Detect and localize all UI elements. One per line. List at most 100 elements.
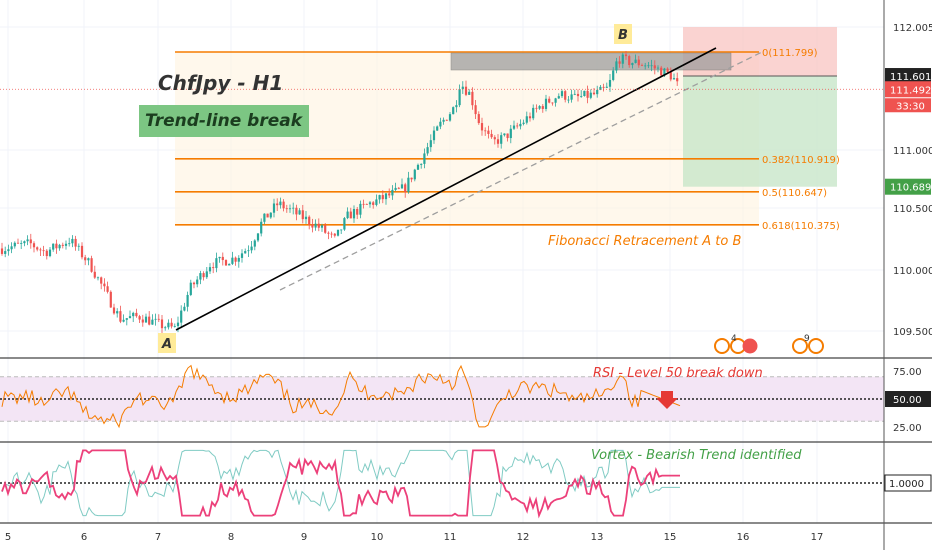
candle <box>381 190 384 204</box>
candle <box>340 229 343 234</box>
candle-body <box>557 96 560 99</box>
candle-body <box>148 316 151 325</box>
candle <box>77 243 80 251</box>
price-axis[interactable]: 112.005 111.000 110.500 110.000 109.500 111.6… <box>885 23 932 338</box>
candle-body <box>634 59 637 63</box>
candle <box>378 194 381 204</box>
time-axis[interactable]: 5 6 7 8 9 10 11 12 13 15 16 17 <box>5 532 824 543</box>
candle <box>100 276 103 290</box>
price-tick-label: 110.500 <box>893 204 932 215</box>
candle <box>90 255 93 273</box>
candle <box>426 142 429 156</box>
event-badge-9[interactable]: 9 <box>792 334 824 354</box>
candle <box>247 245 250 257</box>
candle <box>189 279 192 297</box>
rsi-tick-label: 50.00 <box>893 395 922 406</box>
candle <box>42 245 45 257</box>
candle-body <box>32 243 36 248</box>
candle <box>256 232 260 243</box>
candle-body <box>618 61 621 64</box>
candle-body <box>500 135 503 144</box>
candle-body <box>669 72 672 80</box>
candle-body <box>608 79 612 87</box>
candle <box>138 314 141 323</box>
candle-body <box>87 258 90 261</box>
candle-body <box>330 233 333 235</box>
candle-body <box>554 98 557 103</box>
price-tick-label: 112.005 <box>893 23 932 34</box>
candle-body <box>596 89 599 95</box>
candle-body <box>647 65 650 67</box>
candle-body <box>448 114 452 121</box>
candle <box>413 168 416 182</box>
candle <box>656 65 660 73</box>
candle-body <box>237 257 240 262</box>
candle <box>496 134 500 148</box>
candle <box>420 163 423 169</box>
candle <box>202 271 205 281</box>
candle <box>416 163 420 171</box>
candle-body <box>528 116 532 119</box>
candle-body <box>509 128 512 139</box>
candle-body <box>496 139 500 144</box>
time-tick-label: 16 <box>737 532 750 543</box>
candle-body <box>45 250 48 257</box>
candle-body <box>100 277 103 284</box>
candle <box>192 281 196 289</box>
candle-body <box>512 125 516 129</box>
candles <box>0 51 679 334</box>
candle-body <box>260 221 263 234</box>
candle-body <box>96 277 100 279</box>
candle-body <box>170 322 173 327</box>
candle-body <box>58 244 61 249</box>
candle-body <box>464 86 468 95</box>
candle-body <box>416 164 420 170</box>
candle-body <box>61 244 64 246</box>
candle <box>285 204 288 213</box>
candle-body <box>548 98 551 103</box>
candle-body <box>199 273 202 280</box>
candle-body <box>640 65 644 67</box>
candle <box>80 242 84 260</box>
vortex-label: Vortex - Bearish Trend identified <box>591 448 802 463</box>
candle <box>650 59 653 72</box>
fib-zone-fill <box>175 51 759 225</box>
candle <box>548 96 551 104</box>
candle-body <box>266 213 269 218</box>
candle <box>336 229 340 237</box>
event-badge-4[interactable]: 4 <box>714 334 758 354</box>
candle-body <box>525 116 528 123</box>
candle-body <box>128 316 132 319</box>
candle <box>13 241 16 249</box>
candle-body <box>484 130 487 132</box>
time-tick-label: 13 <box>591 532 604 543</box>
candle-body <box>381 195 384 200</box>
candle <box>263 213 266 225</box>
candle <box>314 219 317 231</box>
candle <box>432 126 436 144</box>
candle-body <box>29 239 32 244</box>
candle-body <box>77 245 80 247</box>
candle-body <box>372 202 375 205</box>
candle <box>468 89 471 96</box>
candle <box>61 242 64 249</box>
candle-body <box>519 123 522 127</box>
time-tick-label: 5 <box>5 532 11 543</box>
candle <box>288 204 292 213</box>
candle <box>535 104 538 113</box>
candle-body <box>429 140 432 148</box>
candle <box>260 218 263 237</box>
candle <box>583 90 586 97</box>
candle <box>112 303 116 315</box>
candle-body <box>407 177 410 193</box>
candle <box>400 178 404 189</box>
candle-body <box>480 123 484 131</box>
candle-body <box>240 253 244 258</box>
candle <box>349 207 352 219</box>
candle <box>359 200 362 219</box>
candle-body <box>516 125 519 127</box>
candle <box>391 185 394 200</box>
candle-body <box>10 246 13 250</box>
candle <box>253 239 256 251</box>
